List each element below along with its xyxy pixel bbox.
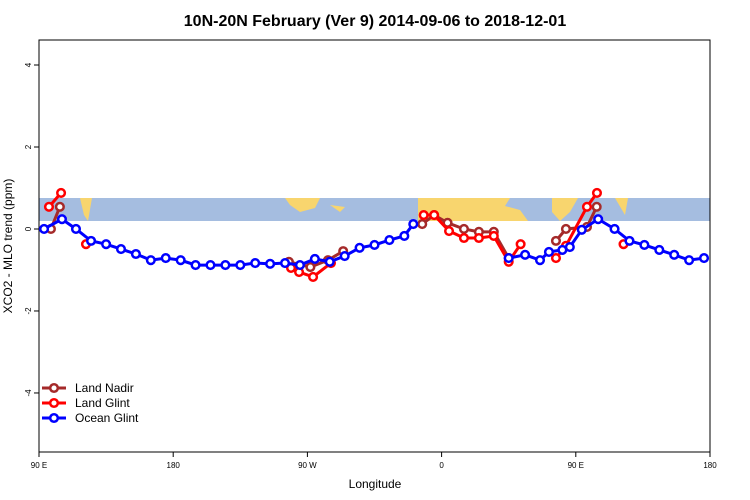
chart-title: 10N-20N February (Ver 9) 2014-09-06 to 2… xyxy=(184,13,567,30)
legend-marker xyxy=(48,382,60,394)
legend-label: Land Nadir xyxy=(75,381,134,395)
legend-label: Ocean Glint xyxy=(75,411,139,425)
data-point xyxy=(101,239,112,250)
data-point xyxy=(417,219,428,230)
data-point xyxy=(473,232,484,244)
data-point xyxy=(560,223,572,235)
data-point xyxy=(308,271,319,283)
data-point xyxy=(418,209,429,221)
data-point xyxy=(408,219,419,230)
x-tick-label: 0 xyxy=(439,461,444,470)
data-point xyxy=(309,253,320,264)
data-point xyxy=(654,244,665,255)
data-point xyxy=(70,223,82,235)
x-tick-label: 180 xyxy=(167,461,181,470)
data-point xyxy=(339,250,350,262)
data-point xyxy=(534,255,546,266)
y-tick-label: -4 xyxy=(24,389,33,397)
data-point xyxy=(56,214,68,225)
data-point xyxy=(85,235,97,246)
data-point xyxy=(54,201,65,212)
data-point xyxy=(324,256,335,267)
data-point xyxy=(429,209,440,221)
data-point xyxy=(520,249,531,260)
legend-marker xyxy=(48,397,60,409)
data-point xyxy=(591,187,603,198)
x-tick-label: 180 xyxy=(703,461,717,470)
data-point xyxy=(543,246,555,257)
data-point xyxy=(550,253,562,264)
data-point xyxy=(265,258,276,269)
data-point xyxy=(624,235,635,246)
data-point xyxy=(235,260,246,271)
data-point xyxy=(39,223,50,235)
y-tick-label: 4 xyxy=(24,62,33,67)
data-point xyxy=(609,223,620,235)
data-point xyxy=(205,260,216,271)
data-point xyxy=(115,244,127,255)
data-point xyxy=(515,239,526,250)
legend-marker xyxy=(48,412,60,424)
data-point xyxy=(369,239,380,251)
x-tick-label: 90 E xyxy=(568,461,584,470)
y-tick-label: 2 xyxy=(24,144,33,149)
series-line xyxy=(49,206,599,269)
data-point xyxy=(698,253,710,264)
y-axis-label: XCO2 - MLO trend (ppm) xyxy=(1,179,15,314)
data-point xyxy=(564,241,575,253)
data-point xyxy=(458,223,470,235)
data-point xyxy=(591,201,602,212)
data-point xyxy=(684,255,695,266)
data-point xyxy=(399,230,410,242)
data-point xyxy=(294,260,305,271)
y-tick-label: -2 xyxy=(24,307,33,315)
data-point xyxy=(354,242,365,253)
data-point xyxy=(384,235,395,246)
data-point xyxy=(43,201,55,212)
map-strip xyxy=(39,198,710,221)
data-point xyxy=(220,260,231,271)
legend-label: Land Glint xyxy=(75,396,130,410)
plot-frame xyxy=(38,39,711,453)
data-point xyxy=(279,257,291,269)
data-point xyxy=(190,260,201,271)
data-point xyxy=(593,214,604,225)
data-point xyxy=(503,253,514,264)
data-point xyxy=(145,255,156,266)
data-point xyxy=(488,230,499,242)
data-point xyxy=(458,232,470,244)
data-point xyxy=(444,225,455,237)
data-point xyxy=(175,255,186,266)
y-tick-label: 0 xyxy=(24,226,33,231)
data-point xyxy=(56,187,67,198)
data-point xyxy=(576,224,587,235)
data-point xyxy=(639,239,650,251)
x-tick-label: 90 E xyxy=(31,461,47,470)
data-point xyxy=(581,201,593,212)
data-point xyxy=(550,235,562,246)
data-point xyxy=(305,262,316,273)
data-point xyxy=(669,249,680,260)
data-point xyxy=(130,248,141,260)
x-tick-label: 90 W xyxy=(298,461,317,470)
x-axis-label: Longitude xyxy=(349,477,402,491)
data-point xyxy=(160,253,171,264)
data-point xyxy=(250,257,261,269)
